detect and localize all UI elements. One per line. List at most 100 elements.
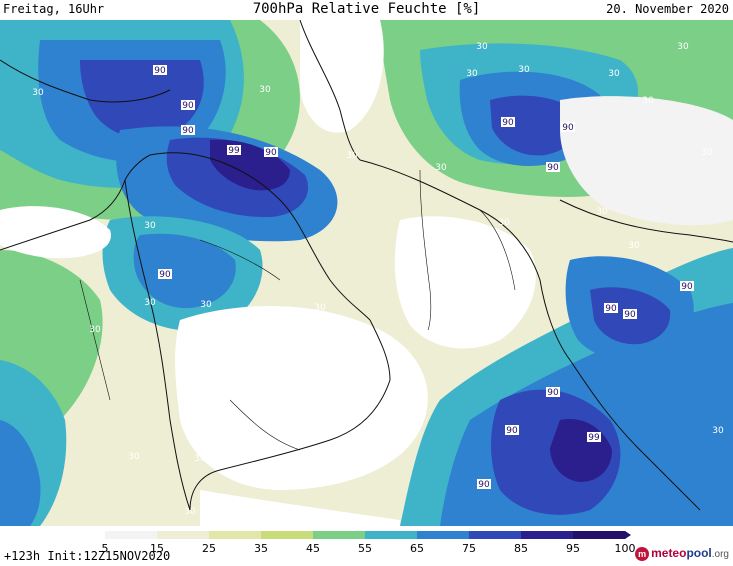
svg-text:90: 90 xyxy=(506,426,518,436)
contour-label-99: 99 xyxy=(227,145,241,156)
contour-label-90: 90 xyxy=(623,309,637,320)
colorbar-tick-label: 100 xyxy=(614,542,636,555)
contour-label-90: 90 xyxy=(501,117,515,128)
svg-text:30: 30 xyxy=(144,298,156,308)
coastlines xyxy=(0,20,733,511)
valid-time: Freitag, 16Uhr xyxy=(3,2,105,16)
svg-text:30: 30 xyxy=(435,163,447,173)
contour-label-30: 30 xyxy=(712,426,724,436)
colorbar-bin xyxy=(105,531,158,539)
colorbar-tick-label: 35 xyxy=(254,542,268,555)
contour-label-90: 90 xyxy=(158,269,172,280)
svg-text:99: 99 xyxy=(228,146,240,156)
contour-label-30: 30 xyxy=(628,241,640,251)
run-info: +123h Init:12Z15NOV2020 xyxy=(4,549,171,563)
svg-text:30: 30 xyxy=(701,148,713,158)
svg-text:30: 30 xyxy=(200,300,212,310)
contour-label-30: 30 xyxy=(466,69,478,79)
dry-zone xyxy=(560,96,733,226)
svg-text:90: 90 xyxy=(159,270,171,280)
svg-text:90: 90 xyxy=(547,388,559,398)
contour-label-90: 90 xyxy=(546,162,560,173)
contour-label-90: 90 xyxy=(181,100,195,111)
brand-logo: m meteopool.org xyxy=(635,546,729,561)
contour-label-30: 30 xyxy=(259,85,271,95)
colorbar-arrow xyxy=(625,531,631,539)
humidity-zone xyxy=(133,233,236,309)
svg-text:90: 90 xyxy=(182,101,194,111)
dry-zone xyxy=(0,206,111,259)
contour-label-30: 30 xyxy=(701,148,713,158)
svg-text:90: 90 xyxy=(265,148,277,158)
dry-zone xyxy=(175,306,428,490)
forecast-date: 20. November 2020 xyxy=(606,2,729,16)
svg-text:30: 30 xyxy=(596,207,608,217)
colorbar-tick-label: 95 xyxy=(566,542,580,555)
contour-label-90: 90 xyxy=(153,65,167,76)
svg-text:99: 99 xyxy=(588,433,600,443)
svg-text:30: 30 xyxy=(314,303,326,313)
contour-labels: 90 90 90 99 90 90 90 90 90 90 90 90 90 9… xyxy=(32,42,724,517)
contour-label-90: 90 xyxy=(181,125,195,136)
contour-label-30: 30 xyxy=(184,507,196,517)
contour-label-90: 90 xyxy=(546,387,560,398)
map-title: 700hPa Relative Feuchte [%] xyxy=(252,1,481,17)
contour-label-30: 30 xyxy=(435,163,447,173)
svg-text:30: 30 xyxy=(32,88,44,98)
colorbar-bin xyxy=(261,531,314,539)
svg-text:90: 90 xyxy=(478,480,490,490)
contour-label-30: 30 xyxy=(89,325,101,335)
colorbar-bin xyxy=(157,531,210,539)
map-header: Freitag, 16Uhr 700hPa Relative Feuchte [… xyxy=(0,0,733,20)
contour-label-99: 99 xyxy=(587,432,601,443)
colorbar-tick-label: 15 xyxy=(150,542,164,555)
humidity-map: 90 90 90 99 90 90 90 90 90 90 90 90 90 9… xyxy=(0,20,733,526)
contour-label-30: 30 xyxy=(476,42,488,52)
colorbar-tick-label: 75 xyxy=(462,542,476,555)
colorbar xyxy=(105,531,631,539)
svg-text:30: 30 xyxy=(259,85,271,95)
contour-label-30: 30 xyxy=(49,223,61,233)
dry-zone xyxy=(394,216,536,349)
contour-label-90: 90 xyxy=(264,147,278,158)
svg-text:30: 30 xyxy=(518,65,530,75)
colorbar-bin xyxy=(521,531,574,539)
contour-label-30: 30 xyxy=(346,151,358,161)
contour-label-30: 30 xyxy=(194,454,206,464)
svg-text:30: 30 xyxy=(194,454,206,464)
dry-zone xyxy=(200,490,400,526)
colorbar-bin xyxy=(573,531,626,539)
svg-text:30: 30 xyxy=(466,69,478,79)
svg-text:30: 30 xyxy=(89,325,101,335)
svg-text:90: 90 xyxy=(562,123,574,133)
colorbar-tick-label: 25 xyxy=(202,542,216,555)
svg-text:30: 30 xyxy=(642,96,654,106)
contour-label-30: 30 xyxy=(144,298,156,308)
contour-label-30: 30 xyxy=(518,65,530,75)
contour-label-30: 30 xyxy=(677,42,689,52)
contour-label-30: 30 xyxy=(314,303,326,313)
svg-text:90: 90 xyxy=(605,304,617,314)
svg-text:30: 30 xyxy=(476,42,488,52)
svg-text:30: 30 xyxy=(608,69,620,79)
svg-text:30: 30 xyxy=(677,42,689,52)
svg-text:90: 90 xyxy=(502,118,514,128)
contour-label-30: 30 xyxy=(128,452,140,462)
contour-label-90: 90 xyxy=(561,122,575,133)
colorbar-tick-label: 85 xyxy=(514,542,528,555)
svg-text:30: 30 xyxy=(346,151,358,161)
dry-zone xyxy=(300,20,384,133)
contour-label-90: 90 xyxy=(680,281,694,292)
svg-text:30: 30 xyxy=(628,241,640,251)
colorbar-bin xyxy=(313,531,366,539)
humidity-zone xyxy=(490,95,581,156)
colorbar-bin xyxy=(209,531,262,539)
svg-text:30: 30 xyxy=(49,223,61,233)
contour-label-30: 30 xyxy=(498,218,510,228)
contour-label-30: 30 xyxy=(608,69,620,79)
contour-label-30: 30 xyxy=(144,221,156,231)
colorbar-bin xyxy=(417,531,470,539)
country-borders xyxy=(79,169,516,451)
colorbar-tick-label: 5 xyxy=(101,542,109,555)
colorbar-tick-label: 65 xyxy=(410,542,424,555)
